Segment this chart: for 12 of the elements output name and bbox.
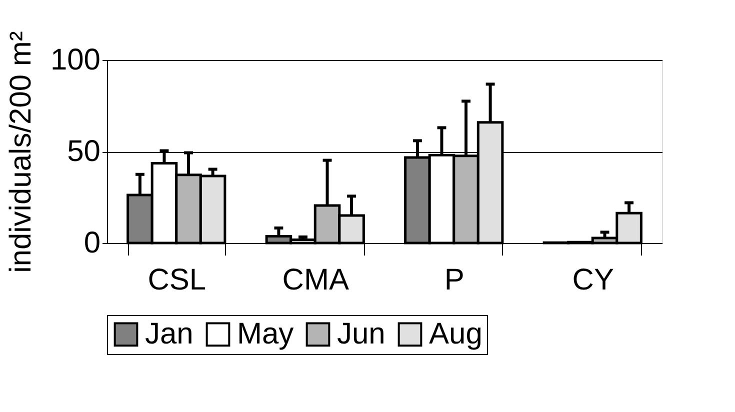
- x-tick-label: P: [444, 264, 464, 296]
- y-tick-label: 100: [50, 44, 100, 76]
- legend-label: May: [237, 317, 294, 350]
- y-tick-label: 0: [84, 226, 100, 260]
- y-axis-title: individuals/200 m²: [4, 31, 38, 273]
- legend-label: Aug: [429, 317, 482, 350]
- legend-label: Jun: [337, 317, 386, 350]
- y-tick-label: 50: [67, 135, 100, 168]
- x-tick-label: CSL: [148, 264, 206, 296]
- x-tick-label: CY: [572, 264, 614, 296]
- legend-label: Jan: [145, 317, 194, 350]
- x-tick-label: CMA: [282, 264, 349, 296]
